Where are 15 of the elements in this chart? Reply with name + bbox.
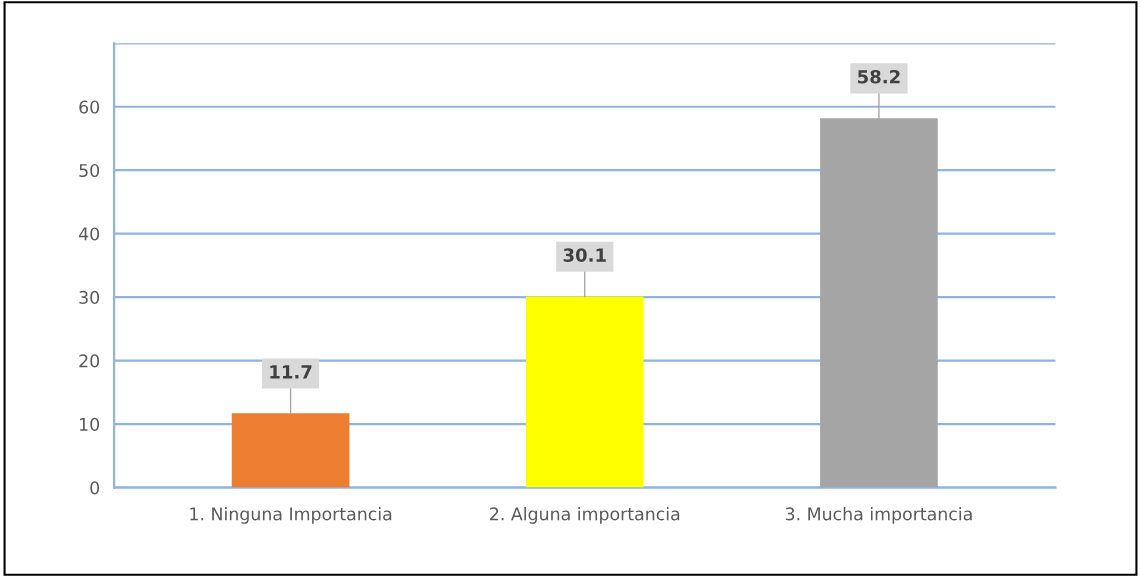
x-tick-label: 3. Mucha importancia [785,507,972,524]
x-tick-label: 2. Alguna importancia [490,507,680,524]
bar [525,296,644,488]
bar [231,413,350,488]
y-tick-label: 40 [78,227,100,241]
y-tick-label: 60 [79,100,100,114]
data-label: 30.1 [563,248,606,262]
y-tick-label: 50 [79,163,100,178]
y-tick-label: 30 [79,290,100,304]
y-tick-label: 0 [90,481,100,495]
y-tick-label: 10 [80,417,100,431]
data-label: 11.7 [270,365,312,379]
y-tick-label: 20 [79,354,100,368]
x-tick-label: 1. Ninguna Importancia [190,507,392,524]
data-label: 58.2 [858,69,900,84]
